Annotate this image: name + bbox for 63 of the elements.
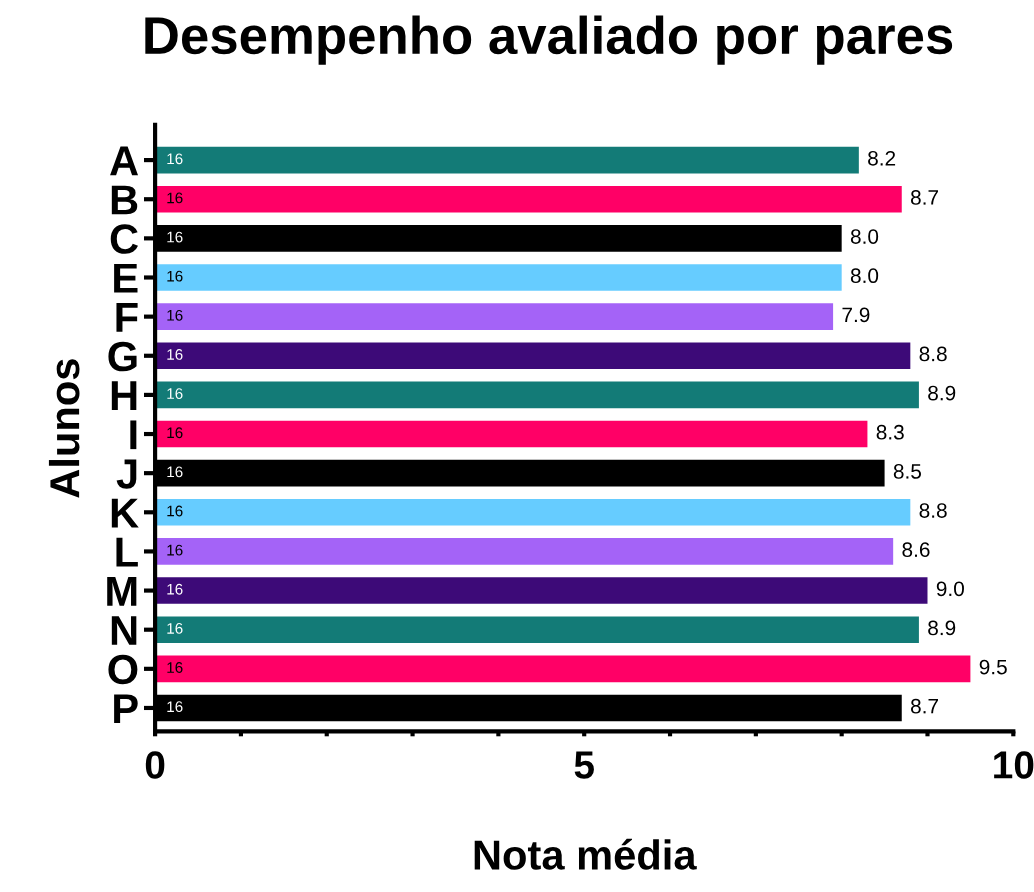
data-label: 9.0: [936, 581, 964, 597]
data-label: 8.7: [910, 190, 938, 205]
x-tick-label: 0: [145, 751, 165, 779]
annotation: 16: [167, 270, 183, 282]
bar: [155, 538, 894, 565]
y-tick-label: H: [111, 381, 137, 410]
bar: [155, 185, 902, 213]
data-label: 8.0: [850, 229, 879, 244]
annotation: 16: [167, 701, 183, 713]
y-tick-label: M: [107, 576, 137, 606]
y-tick-label: J: [116, 459, 137, 489]
annotation: 16: [167, 466, 183, 478]
bar: [155, 616, 919, 643]
data-label: 8.9: [928, 385, 956, 401]
data-label: 7.9: [842, 307, 870, 323]
y-axis-title: Alunos: [48, 359, 80, 498]
bar: [155, 264, 842, 291]
y-tick-label: A: [110, 146, 139, 176]
bar: [155, 303, 834, 330]
y-tick-label: G: [108, 341, 137, 372]
y-tick-label: P: [114, 694, 138, 724]
annotation: 16: [167, 505, 183, 517]
y-tick-label: E: [114, 263, 138, 293]
data-label: 8.3: [876, 424, 904, 440]
x-axis-title: Nota média: [474, 838, 697, 870]
annotation: 16: [167, 192, 183, 204]
bar: [155, 381, 919, 409]
annotation: 16: [167, 544, 183, 556]
data-label: 9.5: [979, 659, 1007, 675]
bar: [155, 342, 911, 370]
data-label: 8.0: [850, 268, 879, 284]
data-label: 8.9: [928, 620, 956, 636]
data-label: 8.8: [919, 503, 947, 518]
y-tick-label: L: [116, 537, 138, 567]
bar: [155, 655, 971, 683]
annotation: 16: [167, 153, 183, 165]
annotation: 16: [167, 309, 183, 321]
data-label: 8.5: [893, 464, 922, 479]
data-label: 8.6: [902, 542, 930, 558]
annotation: 16: [167, 662, 183, 673]
annotation: 16: [167, 427, 183, 439]
bar: [155, 577, 928, 604]
y-tick-label: I: [130, 420, 137, 450]
bar: [155, 420, 868, 448]
y-tick-label: K: [111, 498, 139, 528]
data-label: 8.8: [919, 346, 947, 362]
x-tick-label: 5: [574, 751, 594, 779]
x-tick-label: 10: [994, 751, 1034, 779]
annotation: 16: [167, 231, 183, 243]
y-tick-label: N: [111, 616, 137, 645]
annotation: 16: [167, 388, 183, 399]
y-tick-label: C: [110, 224, 138, 254]
bar: [155, 146, 859, 174]
data-label: 8.2: [868, 150, 896, 166]
chart-title: Desempenho avaliado por pares: [145, 15, 953, 65]
data-label: 8.7: [910, 698, 938, 714]
annotation: 16: [167, 583, 183, 595]
annotation: 16: [167, 349, 183, 360]
bar: [155, 498, 911, 526]
y-tick-label: O: [108, 654, 138, 685]
annotation: 16: [167, 622, 183, 634]
y-tick-label: F: [116, 303, 138, 332]
y-tick-label: B: [111, 185, 138, 215]
